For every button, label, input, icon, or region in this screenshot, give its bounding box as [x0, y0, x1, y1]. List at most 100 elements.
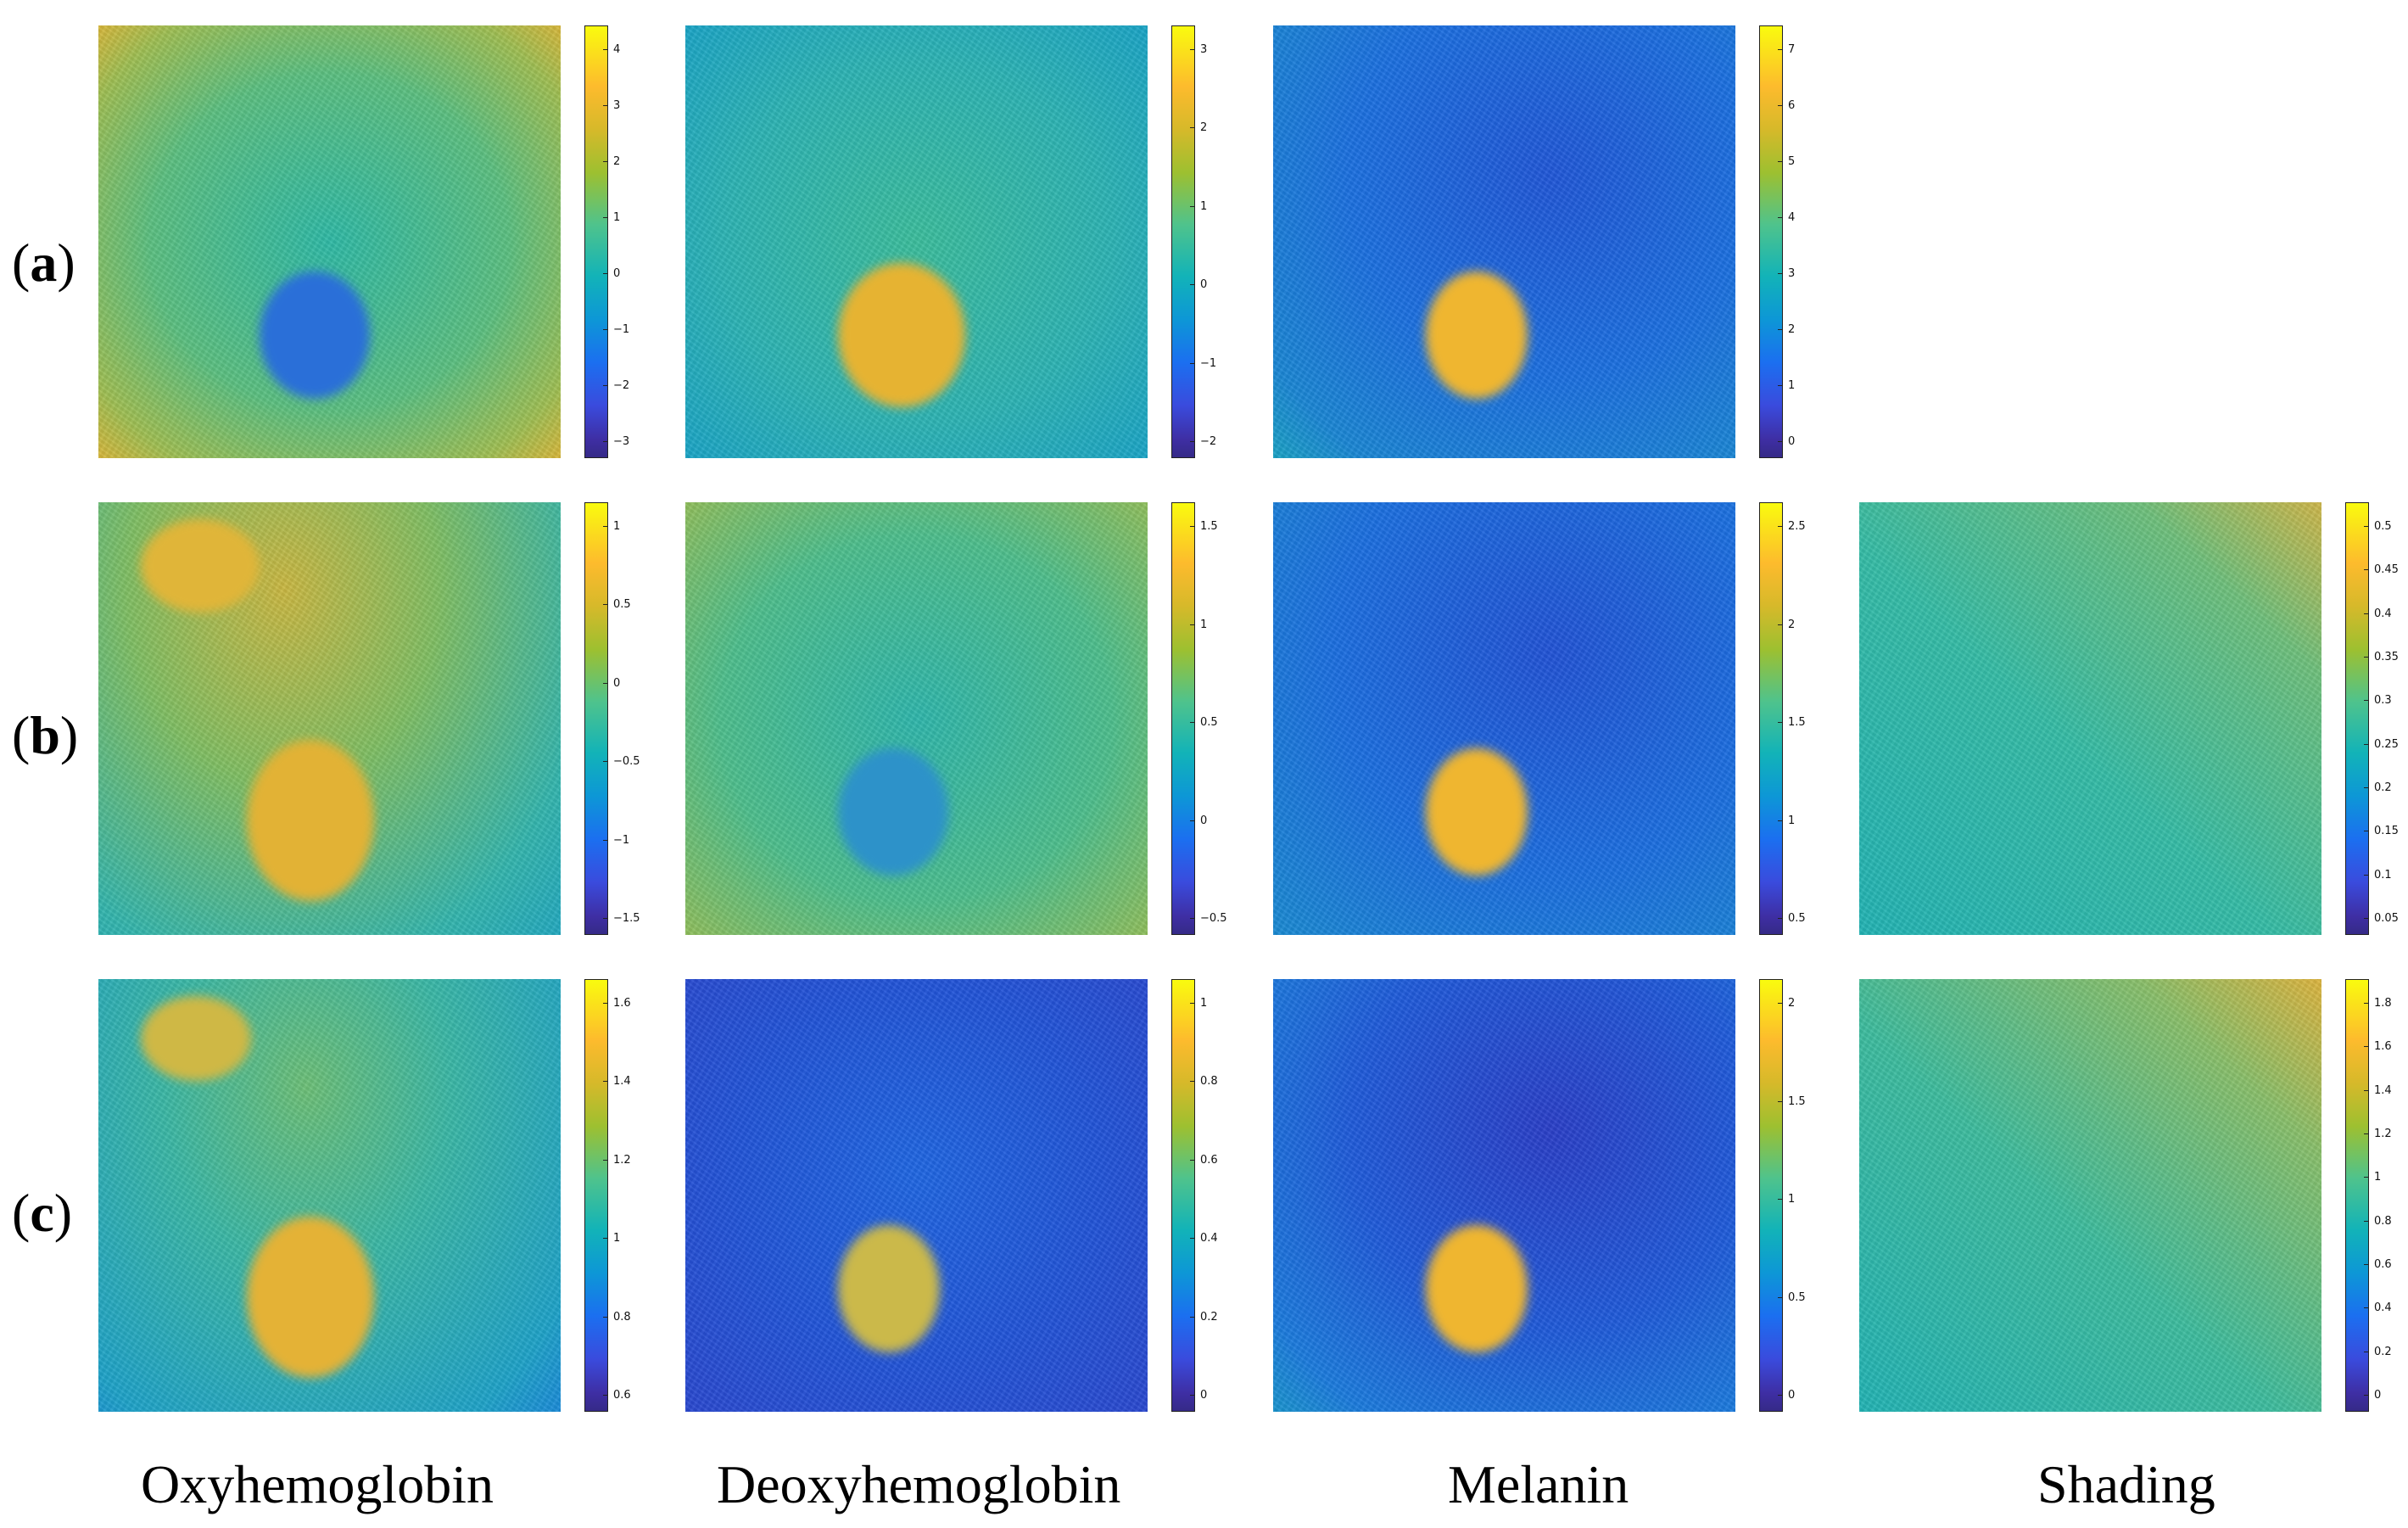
colorbar-tick-label: 1.4	[613, 1075, 631, 1089]
colorbar-tick-label: 1	[1200, 199, 1208, 213]
colorbar-tick-label: −1.5	[613, 912, 640, 925]
colorbar-b-shading	[2345, 502, 2369, 935]
column-label-oxyhemoglobin: Oxyhemoglobin	[141, 1454, 494, 1514]
colorbar-tick-mark	[2364, 1089, 2369, 1091]
colorbar-tick-label: −0.5	[1200, 912, 1227, 925]
colorbar-tick-mark	[1778, 273, 1783, 274]
colorbar-c-melanin	[1759, 979, 1783, 1412]
lesion-region	[247, 740, 374, 901]
colorbar-tick-mark	[1190, 1081, 1195, 1083]
hyper-region	[141, 996, 251, 1081]
colorbar-c-shading	[2345, 979, 2369, 1412]
colorbar-tick-mark	[2364, 1177, 2369, 1178]
colorbar-tick-mark	[1778, 217, 1783, 218]
colorbar-tick-label: 0	[2374, 1389, 2382, 1402]
colorbar-tick-mark	[603, 105, 608, 106]
map-b-shading	[1859, 502, 2321, 935]
colorbar-tick-mark	[1190, 820, 1195, 821]
lesion-region	[838, 1225, 940, 1352]
colorbar-tick-mark	[603, 161, 608, 162]
colorbar-tick-label: 0.4	[2374, 607, 2392, 620]
colorbar-tick-mark	[1190, 624, 1195, 625]
row-letter: b	[30, 705, 60, 765]
colorbar-tick-label: 0	[613, 267, 621, 280]
colorbar-tick-label: 0	[1200, 278, 1208, 292]
colorbar-tick-label: 0.2	[1200, 1310, 1218, 1324]
colorbar-tick-label: 1.2	[613, 1153, 631, 1167]
colorbar-tick-mark	[2364, 1046, 2369, 1048]
colorbar-c-oxy	[584, 979, 608, 1412]
colorbar-tick-mark	[603, 682, 608, 684]
colorbar-tick-label: 1	[2374, 1171, 2382, 1184]
colorbar-tick-label: 1.2	[2374, 1128, 2392, 1140]
colorbar-tick-label: 3	[1788, 267, 1796, 280]
row-letter: a	[30, 232, 58, 293]
colorbar-tick-mark	[2364, 657, 2369, 658]
colorbar-tick-mark	[603, 839, 608, 841]
colorbar-tick-mark	[1778, 385, 1783, 386]
colorbar-tick-mark	[1778, 820, 1783, 821]
colorbar-tick-label: 0.4	[2374, 1301, 2392, 1315]
colorbar-tick-label: 3	[1200, 43, 1208, 56]
colorbar-tick-label: −2	[613, 379, 630, 392]
row-label-b: (b)	[12, 708, 78, 763]
colorbar-tick-label: 0.8	[1200, 1075, 1218, 1089]
colorbar-tick-mark	[2364, 1133, 2369, 1134]
colorbar-tick-label: 1	[1788, 814, 1796, 827]
skin-texture	[685, 979, 1148, 1412]
colorbar-tick-mark	[603, 217, 608, 218]
colorbar-tick-label: 1	[613, 1232, 621, 1245]
colorbar-c-deoxy	[1171, 979, 1195, 1412]
colorbar-tick-mark	[1778, 526, 1783, 527]
colorbar-tick-label: 0.5	[613, 598, 631, 612]
colorbar-tick-label: −3	[613, 435, 630, 448]
colorbar-tick-label: 1	[1200, 997, 1208, 1010]
colorbar-tick-mark	[603, 329, 608, 330]
colorbar-tick-label: 4	[1788, 211, 1796, 224]
colorbar-tick-label: −1	[613, 833, 630, 847]
colorbar-b-oxy	[584, 502, 608, 935]
map-c-shading	[1859, 979, 2321, 1412]
colorbar-tick-mark	[1778, 1100, 1783, 1102]
colorbar-tick-label: 1.5	[1788, 716, 1806, 729]
paren-close: )	[53, 1183, 73, 1243]
colorbar-tick-label: 0.15	[2374, 825, 2399, 838]
colorbar-tick-mark	[1778, 1395, 1783, 1396]
colorbar-tick-mark	[603, 385, 608, 386]
colorbar-tick-label: 0.3	[2374, 694, 2392, 708]
colorbar-tick-mark	[603, 1395, 608, 1396]
colorbar-tick-mark	[2364, 700, 2369, 702]
colorbar-tick-mark	[603, 1316, 608, 1318]
colorbar-tick-mark	[1190, 526, 1195, 527]
colorbar-tick-mark	[2364, 613, 2369, 614]
skin-texture	[1273, 979, 1735, 1412]
colorbar-tick-label: 3	[613, 99, 621, 112]
column-label-deoxyhemoglobin: Deoxyhemoglobin	[717, 1454, 1121, 1514]
lesion-region	[260, 271, 370, 399]
lesion-region	[838, 748, 948, 876]
paren-close: )	[57, 232, 75, 293]
colorbar-tick-label: −2	[1200, 435, 1217, 448]
colorbar-a-oxy	[584, 25, 608, 458]
colorbar-tick-label: 0.05	[2374, 912, 2399, 925]
colorbar-tick-label: 7	[1788, 43, 1796, 56]
colorbar-tick-label: 0.25	[2374, 737, 2399, 751]
map-b-deoxyhemoglobin	[685, 502, 1148, 935]
colorbar-tick-mark	[1190, 1238, 1195, 1240]
colorbar-tick-label: 0.5	[1200, 716, 1218, 729]
colorbar-tick-label: 4	[613, 43, 621, 56]
colorbar-tick-label: 1.6	[613, 997, 631, 1010]
colorbar-tick-label: −0.5	[613, 755, 640, 769]
colorbar-tick-mark	[1190, 918, 1195, 919]
colorbar-tick-label: 0.8	[613, 1310, 631, 1324]
colorbar-tick-label: 0.6	[1200, 1153, 1218, 1167]
colorbar-tick-mark	[603, 49, 608, 50]
lesion-region	[1426, 1225, 1528, 1352]
skin-texture	[1273, 502, 1735, 935]
colorbar-tick-mark	[603, 526, 608, 527]
colorbar-tick-mark	[2364, 874, 2369, 876]
skin-texture	[1273, 25, 1735, 458]
colorbar-tick-mark	[2364, 1395, 2369, 1396]
paren-open: (	[12, 705, 31, 765]
lesion-region	[1426, 271, 1528, 399]
